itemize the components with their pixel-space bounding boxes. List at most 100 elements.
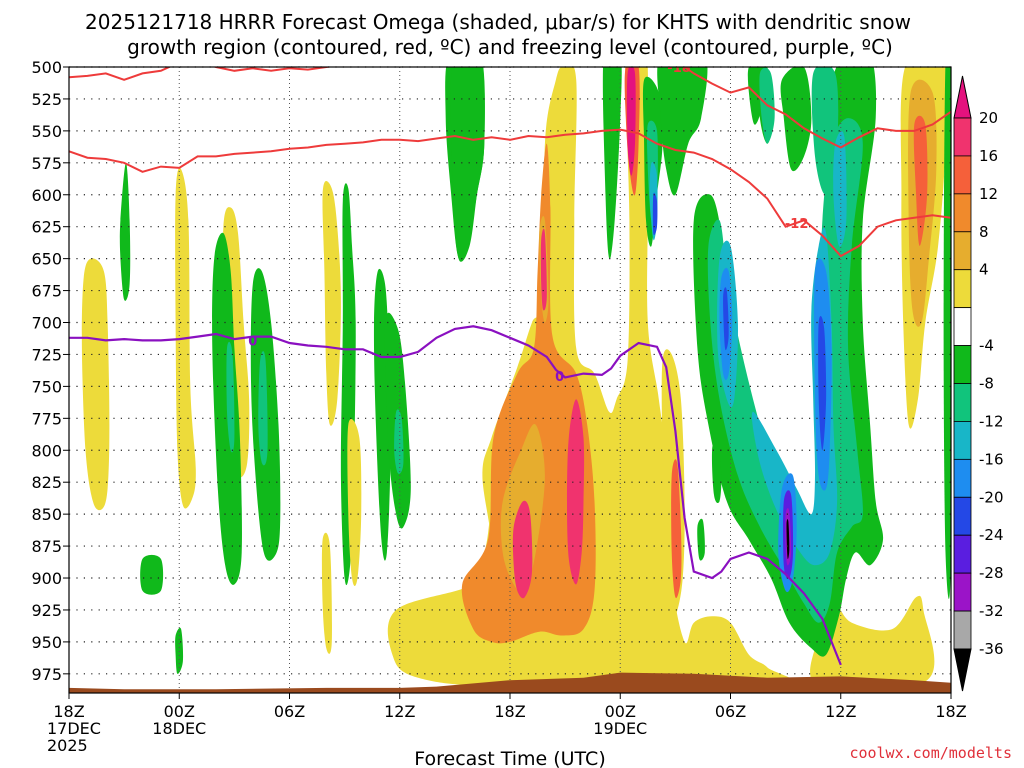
colorbar-label: -16 xyxy=(979,450,1004,468)
colorbar-swatch xyxy=(953,534,972,574)
colorbar-label: -12 xyxy=(979,412,1004,430)
y-tick-725: 725 xyxy=(31,345,62,364)
colorbar-arrow-bottom xyxy=(953,648,972,692)
contour-label-minus12: -12 xyxy=(785,217,809,232)
y-tick-700: 700 xyxy=(31,314,62,333)
omega-region-52 xyxy=(833,131,847,247)
omega-region-58 xyxy=(723,287,729,351)
omega-region-35 xyxy=(602,67,622,260)
colorbar-label: -4 xyxy=(979,337,994,355)
x-tick-label: 17DEC xyxy=(47,719,101,738)
y-tick-775: 775 xyxy=(31,409,62,428)
colorbar: 20 16 12 8 4 -4 -8 -12 -16 -20 -24 -28 -32 -36 xyxy=(953,75,1004,692)
omega-region-29 xyxy=(671,459,682,599)
y-tick-675: 675 xyxy=(31,282,62,301)
y-axis-ticks: 500 525 550 575 600 625 650 675 700 725 750 775 800 8… xyxy=(31,58,69,684)
colorbar-swatch xyxy=(953,572,972,612)
y-tick-550: 550 xyxy=(31,122,62,141)
omega-shading xyxy=(81,67,951,692)
colorbar-label: -8 xyxy=(979,375,994,393)
y-tick-600: 600 xyxy=(31,186,62,205)
contour-label-freezing-2: 0 xyxy=(555,370,564,385)
omega-region-61 xyxy=(786,519,790,560)
colorbar-swatch xyxy=(953,421,972,460)
y-tick-800: 800 xyxy=(31,441,62,460)
chart-title-line2: growth region (contoured, red, ºC) and f… xyxy=(127,35,893,59)
omega-region-3 xyxy=(175,627,184,674)
omega-region-42 xyxy=(943,67,951,599)
x-tick-label: 2025 xyxy=(47,736,88,755)
omega-region-40 xyxy=(747,67,763,125)
credit-text[interactable]: coolwx.com/modelts xyxy=(849,744,1012,762)
omega-region-17 xyxy=(321,532,332,654)
x-tick-label: 19DEC xyxy=(593,719,647,738)
omega-region-15 xyxy=(322,181,341,426)
omega-region-1 xyxy=(119,162,131,301)
y-tick-975: 975 xyxy=(31,665,62,684)
colorbar-swatch xyxy=(953,458,972,498)
y-tick-525: 525 xyxy=(31,90,62,109)
y-tick-950: 950 xyxy=(31,633,62,652)
colorbar-label: 12 xyxy=(979,185,998,203)
colorbar-arrow-top xyxy=(953,75,972,119)
colorbar-swatch xyxy=(953,610,972,650)
x-axis-label: Forecast Time (UTC) xyxy=(414,748,605,768)
colorbar-label: 16 xyxy=(979,147,998,165)
omega-region-56 xyxy=(818,316,827,451)
dgz-upper-contour xyxy=(69,67,334,81)
terrain-surface xyxy=(69,672,951,693)
contour-label-minus18: -18 xyxy=(667,61,691,76)
x-tick-label: 06Z xyxy=(715,702,746,721)
omega-region-24 xyxy=(567,399,585,585)
x-tick-label: 12Z xyxy=(384,702,415,721)
colorbar-swatch xyxy=(953,193,972,233)
x-tick-label: 18DEC xyxy=(152,719,206,738)
x-tick-label: 00Z xyxy=(164,702,195,721)
colorbar-swatch xyxy=(953,496,972,536)
y-tick-850: 850 xyxy=(31,505,62,524)
chart-title-line1: 2025121718 HRRR Forecast Omega (shaded, … xyxy=(85,10,911,34)
colorbar-swatch xyxy=(953,269,972,309)
y-tick-625: 625 xyxy=(31,218,62,237)
omega-region-57 xyxy=(652,192,658,236)
x-tick-label: 00Z xyxy=(605,702,636,721)
colorbar-swatch xyxy=(953,155,972,195)
colorbar-label: 4 xyxy=(979,261,989,279)
colorbar-label: 8 xyxy=(979,223,989,241)
y-tick-925: 925 xyxy=(31,601,62,620)
y-tick-500: 500 xyxy=(31,58,62,77)
omega-region-43 xyxy=(711,436,722,504)
x-tick-label: 18Z xyxy=(494,702,525,721)
colorbar-label: -20 xyxy=(979,488,1004,506)
omega-region-7 xyxy=(226,341,235,453)
colorbar-label: 20 xyxy=(979,109,998,127)
colorbar-swatch xyxy=(953,307,972,346)
colorbar-label: -32 xyxy=(979,602,1004,620)
colorbar-label: -24 xyxy=(979,526,1004,544)
colorbar-label: -36 xyxy=(979,640,1004,658)
gridlines xyxy=(69,66,951,693)
x-tick-label: 12Z xyxy=(825,702,856,721)
omega-region-13 xyxy=(394,409,404,474)
omega-region-25 xyxy=(540,228,547,311)
omega-region-9 xyxy=(258,351,268,466)
colorbar-label: -28 xyxy=(979,564,1004,582)
contour-label-freezing-1: 0 xyxy=(248,334,257,349)
y-tick-875: 875 xyxy=(31,537,62,556)
omega-region-37 xyxy=(657,67,708,196)
omega-region-18 xyxy=(387,67,795,689)
y-tick-825: 825 xyxy=(31,473,62,492)
omega-region-0 xyxy=(81,258,110,511)
plot-area: -18 -12 0 0 xyxy=(68,61,952,694)
freezing-level-contour xyxy=(69,325,842,666)
omega-region-16 xyxy=(347,418,362,587)
dgz-upper-contour-right xyxy=(682,67,951,149)
dgz-lower-contour xyxy=(69,128,951,258)
y-tick-750: 750 xyxy=(31,377,62,396)
colorbar-swatch xyxy=(953,231,972,271)
y-tick-650: 650 xyxy=(31,250,62,269)
omega-region-23 xyxy=(512,500,533,599)
y-tick-900: 900 xyxy=(31,569,62,588)
